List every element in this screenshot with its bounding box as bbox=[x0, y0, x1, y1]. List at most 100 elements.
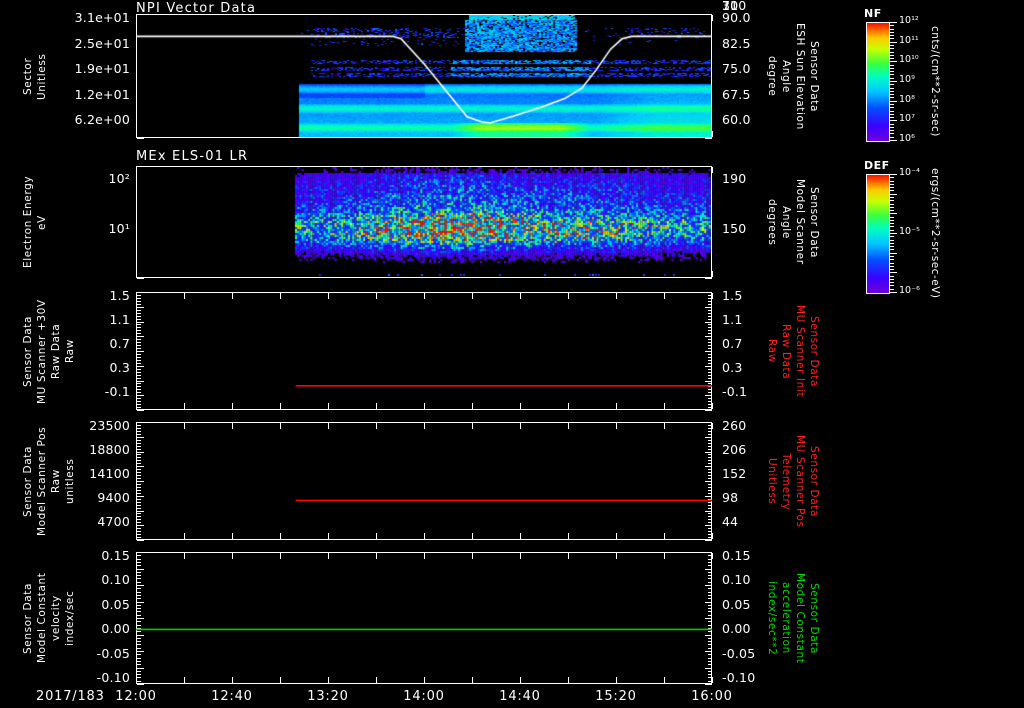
axis-tickmark bbox=[137, 534, 141, 536]
panel-mu-scanner-30v-raw bbox=[136, 292, 712, 410]
axis-tickmark bbox=[137, 624, 141, 626]
axis-tickmark bbox=[568, 553, 569, 559]
npi-vector-heatmap bbox=[137, 15, 711, 137]
axis-tickmark bbox=[137, 578, 141, 580]
colorbar-tickmark bbox=[890, 180, 894, 182]
axis-tickmark bbox=[137, 614, 141, 616]
axis-tickmark bbox=[137, 510, 144, 512]
axis-tickmark bbox=[137, 371, 141, 373]
axis-tickmark bbox=[137, 300, 141, 302]
ytick-left: 0.05 bbox=[101, 596, 130, 612]
axis-tickmark bbox=[708, 522, 712, 524]
axis-tickmark bbox=[137, 555, 141, 557]
axis-tickmark bbox=[137, 351, 144, 352]
ytick-right: -0.1 bbox=[722, 384, 748, 399]
axis-tickmark bbox=[708, 424, 712, 426]
axis-tickmark bbox=[137, 278, 144, 279]
colorbar-tickmark bbox=[890, 236, 894, 238]
colorbar-tickmark bbox=[890, 126, 894, 128]
colorbar-tickmark bbox=[890, 120, 897, 122]
ytick-right: 30 bbox=[722, 0, 739, 13]
axis-tickmark bbox=[137, 680, 141, 682]
axis-tickmark bbox=[705, 380, 712, 382]
colorbar-tickmark bbox=[890, 103, 894, 105]
axis-tickmark bbox=[705, 451, 712, 453]
axis-tickmark bbox=[616, 293, 617, 299]
axis-tickmark bbox=[708, 309, 712, 311]
axis-label-right: MU Scanner Init bbox=[794, 305, 806, 398]
axis-tickmark bbox=[328, 423, 329, 429]
axis-tickmark bbox=[232, 553, 233, 559]
axis-tickmark bbox=[137, 528, 141, 530]
axis-tickmark bbox=[712, 423, 713, 429]
colorbar-tickmark bbox=[890, 288, 894, 290]
axis-label-right: Angle bbox=[780, 205, 792, 239]
axis-tickmark bbox=[137, 552, 144, 553]
axis-tickmark bbox=[708, 621, 712, 623]
axis-tickmark bbox=[708, 427, 712, 429]
axis-tickmark bbox=[137, 591, 141, 593]
axis-label-left: unitless bbox=[64, 458, 76, 504]
axis-tickmark bbox=[708, 398, 712, 400]
ytick-right: 152 bbox=[722, 466, 747, 481]
ytick-left: 23500 bbox=[89, 418, 130, 433]
ytick-right: 1.1 bbox=[722, 312, 743, 327]
time-axis-tick: 14:00 bbox=[403, 689, 445, 704]
colorbar-tickmark bbox=[890, 94, 894, 96]
axis-label-right: Sensor Data bbox=[808, 582, 820, 654]
axis-tickmark bbox=[708, 627, 712, 629]
axis-tickmark bbox=[708, 504, 712, 506]
axis-tickmark bbox=[424, 423, 425, 429]
colorbar-tickmark bbox=[890, 51, 894, 53]
colorbar-tickmark bbox=[890, 100, 897, 102]
axis-tickmark bbox=[424, 533, 425, 539]
axis-tickmark bbox=[376, 677, 377, 683]
axis-tickmark bbox=[705, 14, 712, 15]
axis-label-right: Sensor Data bbox=[808, 315, 820, 387]
axis-tickmark bbox=[616, 533, 617, 539]
axis-tickmark bbox=[136, 403, 137, 409]
axis-tickmark bbox=[137, 315, 141, 317]
axis-tickmark bbox=[708, 555, 712, 557]
colorbar-tick-label: 10¹² bbox=[899, 15, 919, 26]
colorbar-tickmark bbox=[890, 107, 894, 109]
axis-tickmark bbox=[708, 647, 712, 649]
axis-tickmark bbox=[472, 677, 473, 683]
axis-tickmark bbox=[137, 398, 141, 400]
axis-tickmark bbox=[708, 528, 712, 530]
axis-tickmark bbox=[472, 423, 473, 429]
colorbar-tickmark bbox=[890, 246, 894, 248]
axis-tickmark bbox=[137, 448, 141, 450]
axis-label-right: Unitless bbox=[766, 457, 778, 505]
axis-label-left: eV bbox=[36, 214, 48, 230]
axis-tickmark bbox=[708, 680, 712, 682]
axis-tickmark bbox=[708, 401, 712, 403]
axis-tickmark bbox=[184, 553, 185, 559]
axis-tickmark bbox=[712, 293, 713, 299]
axis-label-right: Sensor Data bbox=[808, 40, 820, 112]
axis-tickmark bbox=[708, 463, 712, 465]
colorbar-tickmark bbox=[890, 87, 894, 89]
axis-tickmark bbox=[137, 330, 141, 332]
axis-tickmark bbox=[137, 460, 141, 462]
ytick-right: 260 bbox=[722, 418, 747, 433]
axis-tickmark bbox=[708, 353, 712, 355]
axis-tickmark bbox=[705, 395, 712, 397]
axis-tickmark bbox=[705, 292, 712, 293]
axis-tickmark bbox=[708, 448, 712, 450]
axis-tickmark bbox=[137, 608, 141, 610]
axis-label-left: Sensor Data bbox=[22, 582, 34, 654]
axis-tickmark bbox=[708, 333, 712, 335]
axis-label-right: Sensor Data bbox=[808, 186, 820, 258]
axis-tickmark bbox=[712, 403, 713, 409]
axis-tickmark bbox=[137, 516, 141, 518]
colorbar-tick-label: 10⁻⁴ bbox=[899, 167, 920, 178]
time-axis-tick: 14:40 bbox=[499, 689, 541, 704]
colorbar-tickmark bbox=[890, 196, 894, 198]
colorbar-tickmark bbox=[890, 140, 897, 141]
axis-tickmark bbox=[137, 525, 144, 527]
axis-tickmark bbox=[137, 424, 141, 426]
axis-tickmark bbox=[137, 540, 144, 541]
colorbar-tickmark bbox=[890, 206, 894, 208]
